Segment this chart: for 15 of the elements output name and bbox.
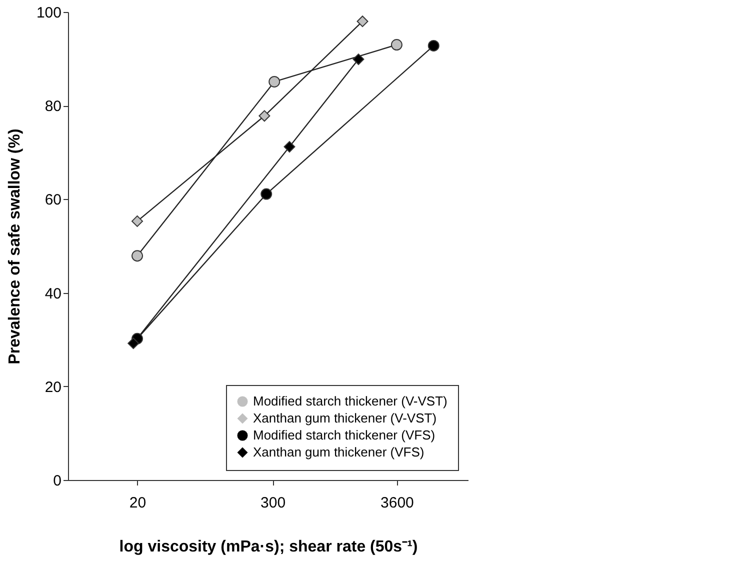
legend-label: Modified starch thickener (VFS) — [253, 428, 436, 442]
legend-label: Modified starch thickener (V-VST) — [253, 394, 448, 408]
legend-label: Xanthan gum thickener (V-VST) — [253, 410, 437, 426]
y-tick-label: 100 — [36, 4, 62, 22]
y-tick-label: 60 — [44, 192, 62, 209]
y-tick-label: 20 — [44, 378, 62, 396]
y-tick-label: 80 — [44, 98, 62, 116]
x-tick-label: 300 — [260, 494, 286, 512]
x-tick-label: 3600 — [380, 494, 414, 512]
x-axis-title: log viscosity (mPa·s); shear rate (50s⁻¹) — [119, 538, 418, 556]
y-tick-label: 40 — [44, 285, 62, 302]
y-tick-label: 0 — [53, 472, 62, 490]
y-axis-title: Prevalence of safe swallow (%) — [6, 128, 24, 364]
legend-label: Xanthan gum thickener (VFS) — [253, 444, 424, 460]
x-tick-label: 20 — [129, 494, 146, 512]
